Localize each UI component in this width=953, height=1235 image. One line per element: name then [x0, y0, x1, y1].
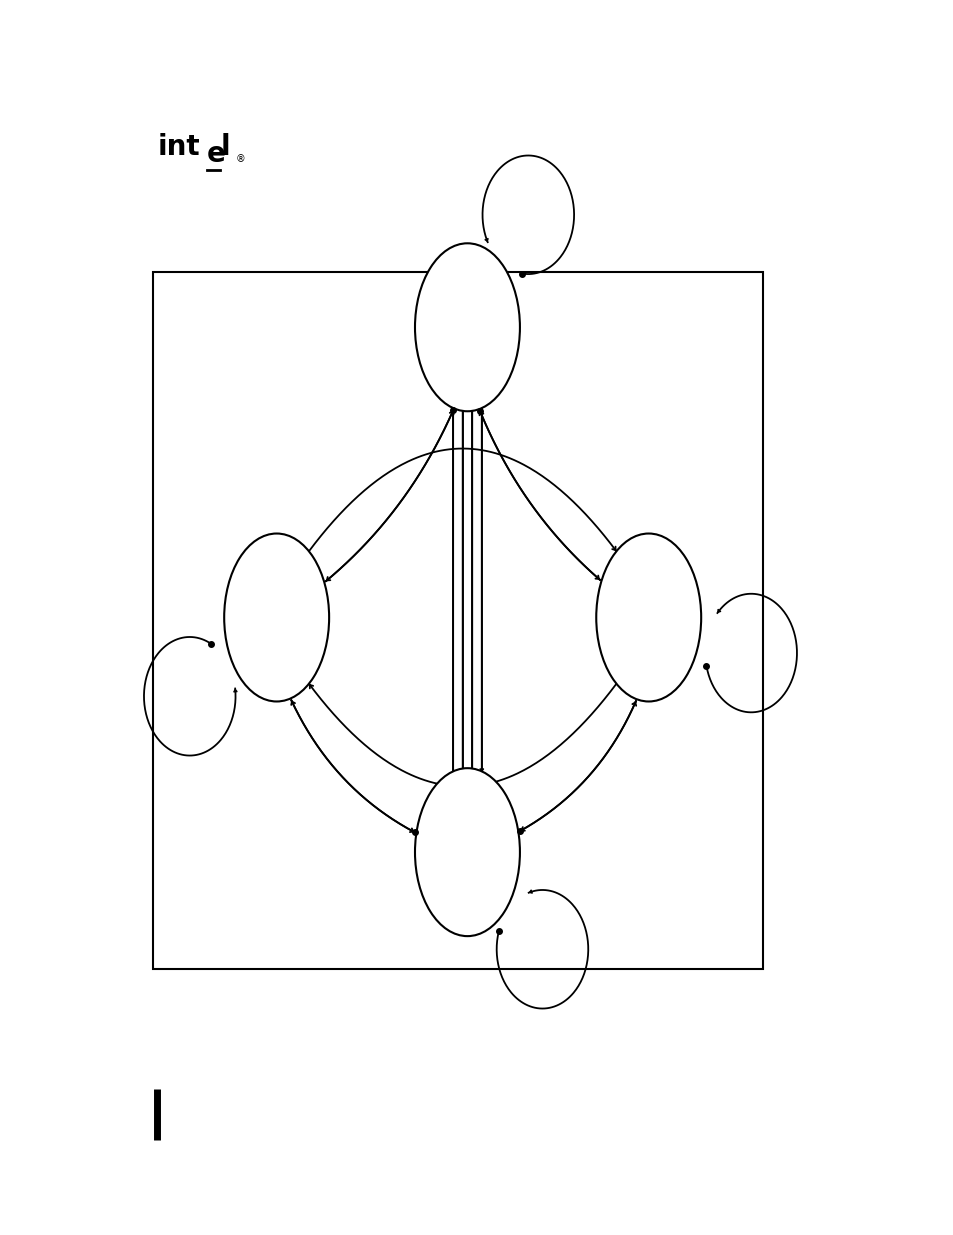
- Ellipse shape: [415, 768, 519, 936]
- Bar: [152, 272, 762, 969]
- Ellipse shape: [415, 243, 519, 411]
- Text: int: int: [157, 132, 200, 161]
- Ellipse shape: [224, 534, 329, 701]
- Ellipse shape: [596, 534, 700, 701]
- Text: e: e: [207, 140, 226, 168]
- Text: l: l: [220, 132, 230, 161]
- Text: ®: ®: [235, 154, 245, 164]
